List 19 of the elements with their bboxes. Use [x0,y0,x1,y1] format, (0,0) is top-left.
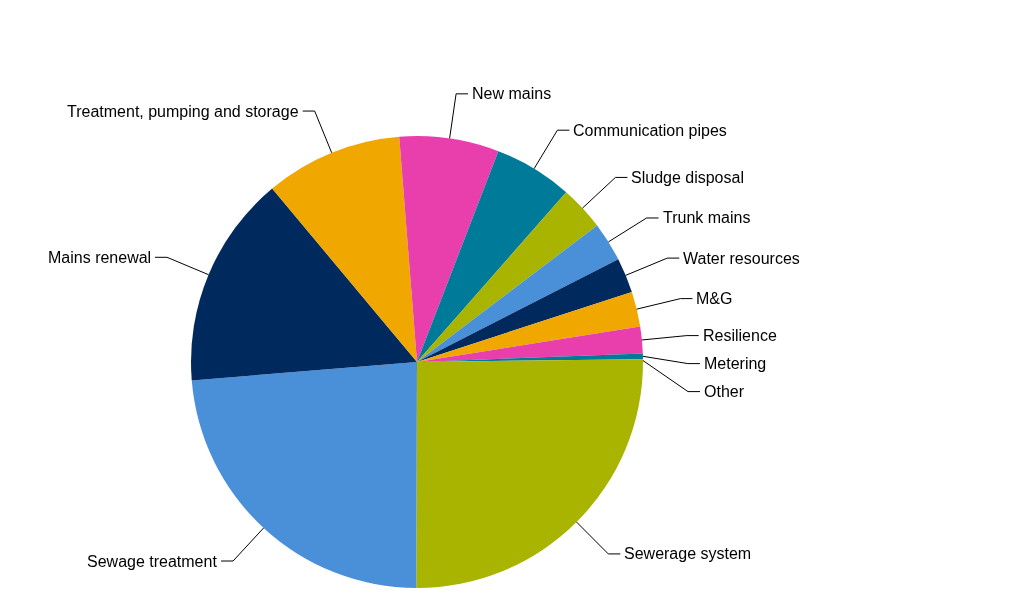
pie-slice [417,225,619,362]
slice-label: Water resources [683,250,800,267]
pie-slice [417,292,641,362]
slice-label: Resilience [703,327,777,344]
slice-label: Sewage treatment [87,553,218,570]
slice-label: Trunk mains [663,209,751,226]
slice-label: Sewerage system [624,545,752,562]
pie-slice [417,151,567,362]
slice-label: Metering [704,355,767,372]
pie-slice [399,136,499,362]
slice-label: Treatment, pumping and storage [67,103,299,120]
pie-slice [417,326,643,362]
slice-label: New mains [472,85,552,102]
slice-label: Other [704,383,745,400]
slice-label: Sludge disposal [631,169,744,186]
slice-label: M&G [696,290,733,307]
pie-slice [272,136,417,362]
slice-label: Communication pipes [573,122,727,139]
slice-label: Mains renewal [48,249,152,266]
